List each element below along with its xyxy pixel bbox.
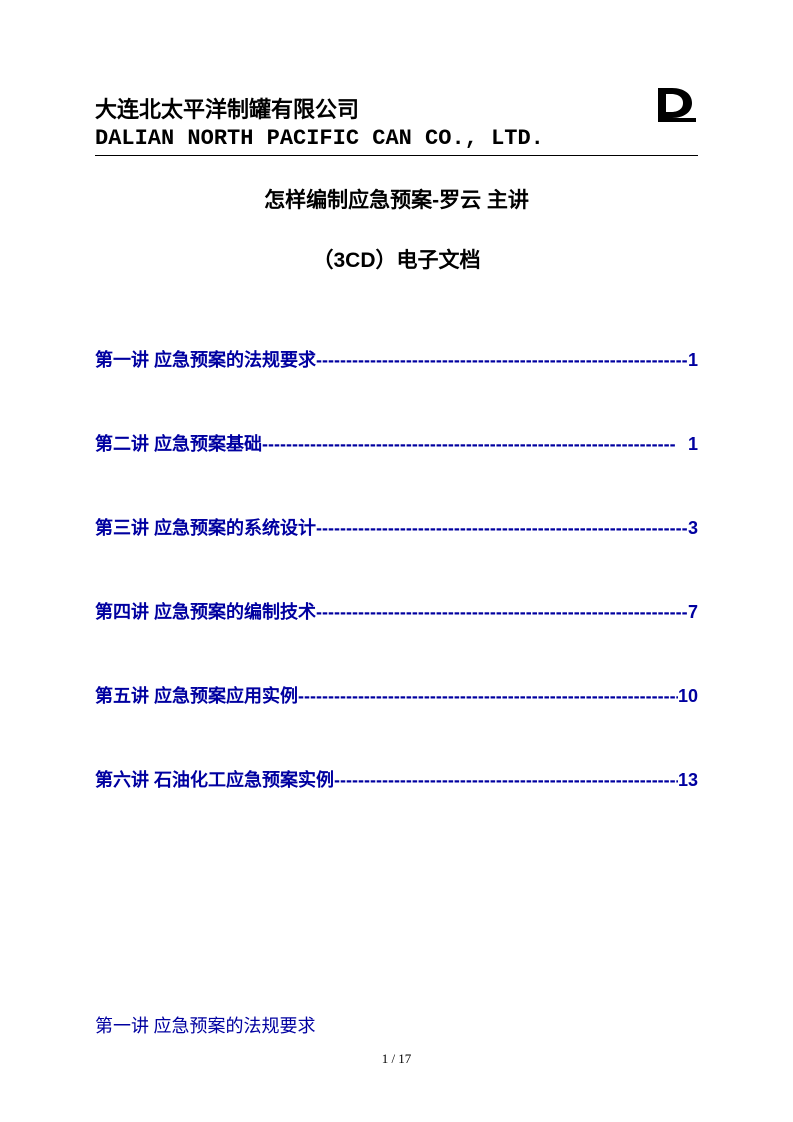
toc-label: 第六讲 石油化工应急预案实例 <box>95 766 334 792</box>
toc-page: 7 <box>688 602 698 623</box>
toc-page: 1 <box>688 434 698 455</box>
document-subtitle: （3CD）电子文档 <box>95 244 698 274</box>
toc-entry[interactable]: 第四讲 应急预案的编制技术 --------------------------… <box>95 598 698 624</box>
toc-entry[interactable]: 第三讲 应急预案的系统设计 --------------------------… <box>95 514 698 540</box>
header-rule <box>95 155 698 156</box>
toc-leader: ----------------------------------------… <box>316 350 688 371</box>
letterhead: 大连北太平洋制罐有限公司 DALIAN NORTH PACIFIC CAN CO… <box>95 92 698 151</box>
toc-entry[interactable]: 第一讲 应急预案的法规要求 --------------------------… <box>95 346 698 372</box>
toc-label: 第二讲 应急预案基础 <box>95 430 262 456</box>
toc-leader: ----------------------------------------… <box>262 434 688 455</box>
toc-leader: ----------------------------------------… <box>316 602 688 623</box>
toc-leader: ----------------------------------------… <box>298 686 678 707</box>
document-title: 怎样编制应急预案-罗云 主讲 <box>95 184 698 214</box>
company-logo-icon <box>656 86 698 129</box>
toc-leader: ----------------------------------------… <box>334 770 678 791</box>
page-number: 1 / 17 <box>0 1051 793 1067</box>
toc-label: 第三讲 应急预案的系统设计 <box>95 514 316 540</box>
toc-page: 10 <box>678 686 698 707</box>
company-name-en: DALIAN NORTH PACIFIC CAN CO., LTD. <box>95 126 698 151</box>
company-name-cn: 大连北太平洋制罐有限公司 <box>95 92 698 124</box>
section-heading: 第一讲 应急预案的法规要求 <box>95 1012 316 1038</box>
toc-entry[interactable]: 第五讲 应急预案应用实例 ---------------------------… <box>95 682 698 708</box>
toc-page: 13 <box>678 770 698 791</box>
toc-page: 3 <box>688 518 698 539</box>
toc-entry[interactable]: 第六讲 石油化工应急预案实例 -------------------------… <box>95 766 698 792</box>
toc-label: 第一讲 应急预案的法规要求 <box>95 346 316 372</box>
table-of-contents: 第一讲 应急预案的法规要求 --------------------------… <box>95 346 698 792</box>
toc-label: 第五讲 应急预案应用实例 <box>95 682 298 708</box>
toc-label: 第四讲 应急预案的编制技术 <box>95 598 316 624</box>
toc-leader: ----------------------------------------… <box>316 518 688 539</box>
title-block: 怎样编制应急预案-罗云 主讲 （3CD）电子文档 <box>95 184 698 274</box>
toc-entry[interactable]: 第二讲 应急预案基础 -----------------------------… <box>95 430 698 456</box>
document-page: 大连北太平洋制罐有限公司 DALIAN NORTH PACIFIC CAN CO… <box>0 0 793 1122</box>
toc-page: 1 <box>688 350 698 371</box>
